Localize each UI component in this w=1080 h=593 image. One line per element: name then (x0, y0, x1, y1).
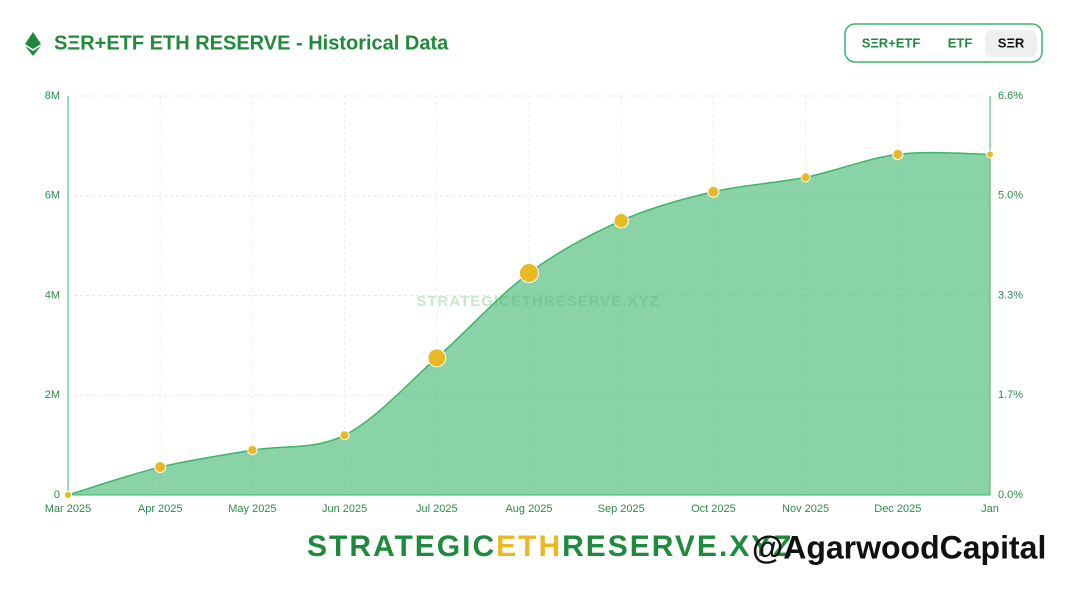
eth-icon (25, 32, 41, 56)
data-point (986, 150, 994, 159)
logo-part: RESERVE.XYZ (562, 530, 794, 563)
x-tick-label: Mar 2025 (45, 503, 91, 515)
y2-tick-label: 6.6% (998, 90, 1023, 102)
y-tick-label: 4M (45, 289, 60, 301)
data-point (427, 348, 447, 368)
x-tick-label: Sep 2025 (598, 503, 645, 515)
data-point (519, 263, 539, 284)
credit: @AgarwoodCapital (752, 529, 1046, 565)
x-tick-label: Jun 2025 (322, 503, 367, 515)
tab[interactable]: SΞR+ETF (862, 35, 921, 50)
x-tick-label: Aug 2025 (505, 503, 552, 515)
data-point (64, 491, 72, 499)
data-point (154, 461, 167, 474)
x-tick-label: Apr 2025 (138, 503, 183, 515)
active-tab-bg (985, 30, 1037, 57)
x-tick-label: Jan (981, 503, 999, 515)
y2-tick-label: 1.7% (998, 389, 1023, 401)
y-tick-label: 6M (45, 190, 60, 202)
y2-tick-label: 0.0% (998, 489, 1023, 501)
data-point (800, 172, 811, 183)
x-tick-label: Nov 2025 (782, 503, 829, 515)
y-tick-label: 2M (45, 389, 60, 401)
data-point (613, 212, 629, 229)
y-tick-label: 0 (54, 489, 60, 501)
y-tick-label: 8M (45, 90, 60, 102)
y2-tick-label: 3.3% (998, 289, 1023, 301)
data-point (892, 148, 904, 160)
x-tick-label: Jul 2025 (416, 503, 458, 515)
x-tick-label: Dec 2025 (874, 503, 921, 515)
tab[interactable]: SΞR (998, 35, 1025, 50)
area-fill (68, 152, 990, 495)
tab[interactable]: ETF (948, 35, 973, 50)
data-point (339, 430, 350, 441)
title: SΞR+ETF ETH RESERVE - Historical Data (54, 32, 449, 54)
footer-logo: STRATEGICETHRESERVE.XYZ (307, 530, 794, 563)
data-point (247, 444, 258, 456)
x-tick-label: May 2025 (228, 503, 276, 515)
logo-part: STRATEGIC (307, 530, 496, 563)
data-point (707, 185, 720, 198)
logo-part: ETH (496, 530, 562, 563)
y2-tick-label: 5.0% (998, 190, 1023, 202)
x-tick-label: Oct 2025 (691, 503, 736, 515)
